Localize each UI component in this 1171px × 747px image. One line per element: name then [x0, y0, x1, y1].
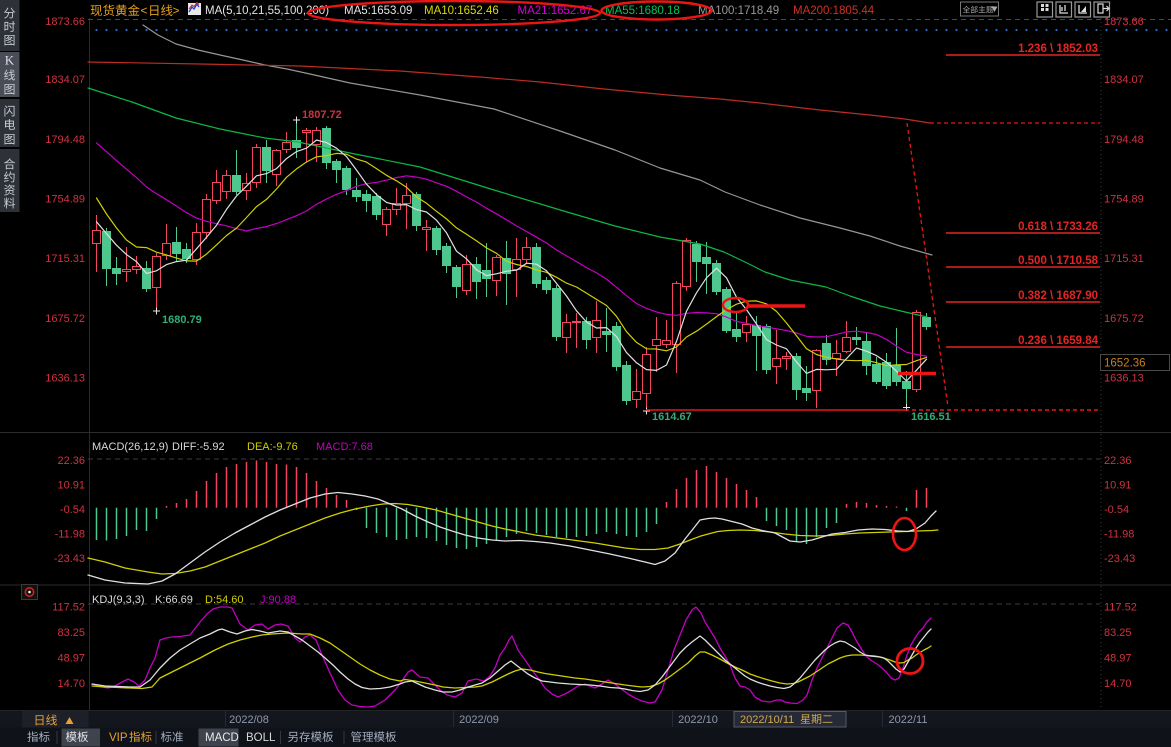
- svg-text:83.25: 83.25: [1104, 627, 1132, 639]
- svg-text:2022/10/11: 2022/10/11: [740, 714, 794, 726]
- svg-text:0.382 \ 1687.90: 0.382 \ 1687.90: [1018, 290, 1098, 302]
- svg-text:1873.66: 1873.66: [1104, 16, 1144, 28]
- svg-text:-11.98: -11.98: [1104, 528, 1134, 540]
- svg-text:-11.98: -11.98: [55, 528, 85, 540]
- svg-text:-0.54: -0.54: [1104, 504, 1129, 516]
- svg-text:1794.48: 1794.48: [1104, 134, 1144, 146]
- svg-text:1873.66: 1873.66: [45, 16, 85, 28]
- svg-text:K:66.69: K:66.69: [155, 594, 193, 606]
- svg-text:BOLL: BOLL: [246, 732, 276, 744]
- svg-text:0.618 \ 1733.26: 0.618 \ 1733.26: [1018, 221, 1098, 233]
- svg-text:MA21:1652.67: MA21:1652.67: [518, 5, 593, 17]
- svg-text:D:54.60: D:54.60: [205, 594, 244, 606]
- svg-text:83.25: 83.25: [57, 627, 85, 639]
- svg-text:MA5:1653.09: MA5:1653.09: [344, 5, 412, 17]
- svg-text:1675.72: 1675.72: [45, 313, 85, 325]
- svg-text:2022/11: 2022/11: [889, 714, 928, 726]
- svg-text:2022/09: 2022/09: [459, 714, 499, 726]
- svg-text:1715.31: 1715.31: [45, 253, 85, 265]
- svg-text:10.91: 10.91: [1104, 479, 1132, 491]
- svg-text:1675.72: 1675.72: [1104, 313, 1144, 325]
- svg-text:-0.54: -0.54: [60, 504, 85, 516]
- svg-text:22.36: 22.36: [57, 455, 85, 467]
- svg-text:1834.07: 1834.07: [1104, 74, 1144, 86]
- svg-text:J:90.88: J:90.88: [260, 594, 296, 606]
- svg-text:2022/08: 2022/08: [229, 714, 269, 726]
- svg-text:DEA:-9.76: DEA:-9.76: [247, 441, 298, 453]
- svg-text:<: <: [141, 4, 148, 18]
- svg-text:1652.36: 1652.36: [1104, 358, 1146, 370]
- svg-text:1834.07: 1834.07: [45, 74, 85, 86]
- svg-text:14.70: 14.70: [1104, 678, 1132, 690]
- svg-text:MACD:7.68: MACD:7.68: [316, 441, 373, 453]
- svg-text:1754.89: 1754.89: [45, 194, 85, 206]
- svg-text:117.52: 117.52: [1104, 602, 1137, 614]
- svg-text:1715.31: 1715.31: [1104, 253, 1144, 265]
- svg-text:14.70: 14.70: [57, 678, 85, 690]
- svg-text:-23.43: -23.43: [1104, 553, 1135, 565]
- svg-text:1636.13: 1636.13: [45, 373, 85, 385]
- svg-text:0.500 \ 1710.58: 0.500 \ 1710.58: [1018, 255, 1099, 267]
- svg-text:48.97: 48.97: [57, 653, 85, 665]
- svg-text:K: K: [5, 53, 15, 68]
- svg-text:1794.48: 1794.48: [45, 134, 85, 146]
- svg-text:2022/10: 2022/10: [678, 714, 718, 726]
- svg-text:10.91: 10.91: [57, 479, 85, 491]
- svg-text:>: >: [173, 4, 180, 18]
- svg-text:1614.67: 1614.67: [652, 411, 692, 423]
- svg-text:1616.51: 1616.51: [911, 411, 951, 423]
- svg-text:MACD: MACD: [205, 732, 239, 744]
- svg-text:1680.79: 1680.79: [162, 314, 202, 326]
- svg-text:117.52: 117.52: [52, 602, 85, 614]
- svg-text:MACD(26,12,9): MACD(26,12,9): [92, 441, 168, 453]
- svg-text:KDJ(9,3,3): KDJ(9,3,3): [92, 594, 145, 606]
- svg-text:22.36: 22.36: [1104, 455, 1132, 467]
- svg-text:MA200:1805.44: MA200:1805.44: [793, 5, 875, 17]
- svg-text:VIP: VIP: [109, 732, 128, 744]
- svg-text:1754.89: 1754.89: [1104, 194, 1144, 206]
- svg-text:1636.13: 1636.13: [1104, 373, 1144, 385]
- svg-text:DIFF:-5.92: DIFF:-5.92: [172, 441, 225, 453]
- svg-text:0.236 \ 1659.84: 0.236 \ 1659.84: [1018, 335, 1099, 347]
- svg-text:MA10:1652.46: MA10:1652.46: [424, 5, 499, 17]
- svg-text:1807.72: 1807.72: [302, 109, 342, 121]
- svg-text:1.236 \ 1852.03: 1.236 \ 1852.03: [1018, 43, 1098, 55]
- svg-text:-23.43: -23.43: [54, 553, 85, 565]
- svg-text:MA(5,10,21,55,100,200): MA(5,10,21,55,100,200): [205, 5, 329, 17]
- svg-text:48.97: 48.97: [1104, 653, 1132, 665]
- svg-text:MA55:1680.18: MA55:1680.18: [605, 5, 680, 17]
- svg-text:MA100:1718.49: MA100:1718.49: [698, 5, 779, 17]
